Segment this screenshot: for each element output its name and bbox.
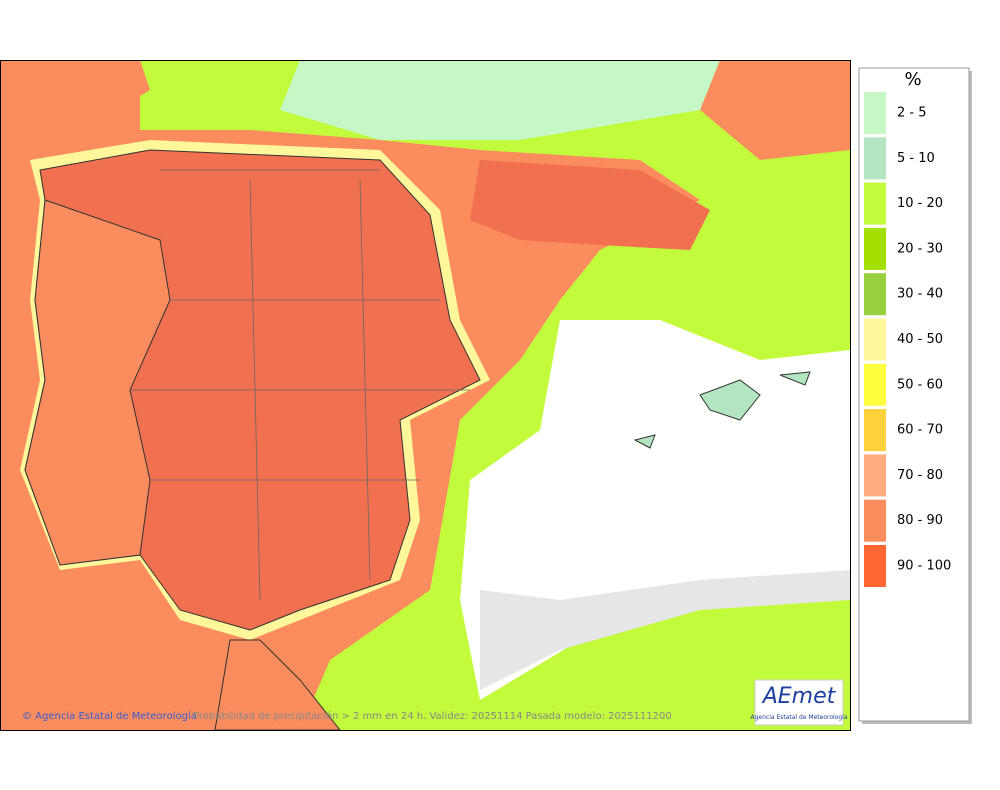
legend-label: 30 - 40 bbox=[897, 287, 943, 302]
legend-swatch bbox=[864, 363, 886, 406]
legend-title: % bbox=[904, 69, 921, 90]
legend-swatch bbox=[864, 454, 886, 497]
rain-zone-nw bbox=[0, 60, 150, 160]
legend-label: 40 - 50 bbox=[897, 332, 943, 347]
legend-label: 60 - 70 bbox=[897, 423, 943, 438]
legend-label: 10 - 20 bbox=[897, 196, 943, 211]
legend-label: 20 - 30 bbox=[897, 241, 943, 256]
legend-label: 2 - 5 bbox=[897, 106, 927, 121]
legend-swatch bbox=[864, 92, 886, 134]
portugal bbox=[24, 199, 171, 566]
legend-swatch bbox=[864, 227, 886, 270]
legend-swatch bbox=[864, 318, 886, 361]
province-borders bbox=[130, 169, 470, 601]
logo-box bbox=[754, 679, 844, 726]
logo-name: AEmet bbox=[761, 684, 837, 709]
legend-swatch bbox=[864, 182, 886, 225]
credit: © Agencia Estatal de Meteorología bbox=[22, 710, 197, 722]
legend-swatch bbox=[864, 273, 886, 316]
legend-label: 80 - 90 bbox=[897, 513, 943, 528]
legend-label: 50 - 60 bbox=[897, 377, 943, 392]
balearic-islands bbox=[633, 371, 811, 449]
legend-swatch bbox=[864, 545, 886, 587]
rain-zone-france bbox=[715, 60, 850, 145]
rain-zone-pyrenees bbox=[470, 160, 710, 250]
africa-land bbox=[480, 570, 850, 690]
legend-swatch bbox=[864, 137, 886, 180]
logo-subtitle: Agencia Estatal de Meteorología bbox=[751, 714, 848, 721]
rain-zone-light bbox=[280, 60, 720, 140]
morocco-west bbox=[214, 639, 341, 730]
caption: Probabilidad de precipitación > 2 mm en … bbox=[193, 710, 672, 722]
legend-label: 5 - 10 bbox=[897, 151, 935, 166]
legend-swatch bbox=[864, 499, 886, 542]
map bbox=[0, 60, 850, 730]
map-frame bbox=[0, 60, 851, 731]
legend-label: 70 - 80 bbox=[897, 468, 943, 483]
legend-label: 90 - 100 bbox=[897, 559, 951, 574]
legend-items: 2 - 5 5 - 10 10 - 20 20 - 30 30 - 40 40 - 50 5… bbox=[864, 92, 951, 587]
legend-swatch bbox=[864, 409, 886, 452]
